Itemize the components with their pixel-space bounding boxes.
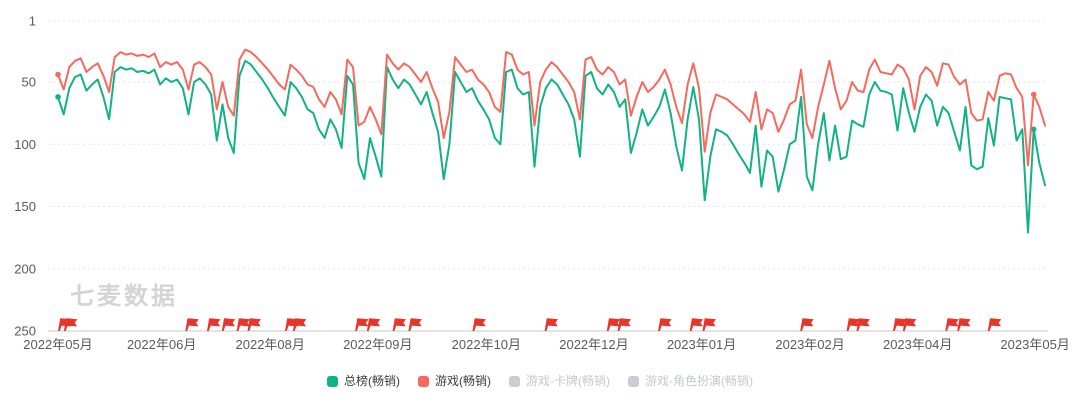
flag-icon[interactable] [221, 318, 236, 331]
y-tick-label: 50 [22, 75, 36, 90]
legend-item[interactable]: 游戏(畅销) [418, 374, 491, 388]
legend-marker [628, 375, 639, 387]
series-line[interactable] [57, 59, 1046, 234]
flag-icon[interactable] [689, 318, 704, 331]
legend-marker [509, 375, 520, 387]
flag-icon[interactable] [846, 318, 861, 331]
legend-item[interactable]: 游戏-角色扮演(畅销) [628, 374, 753, 388]
x-tick-label: 2023年04月 [883, 337, 952, 352]
series-dot [1030, 126, 1037, 133]
flag-icon[interactable] [247, 318, 262, 331]
legend-label: 游戏-角色扮演(畅销) [645, 374, 753, 388]
x-tick-label: 2023年02月 [775, 337, 844, 352]
legend-item[interactable]: 游戏-卡牌(畅销) [509, 374, 610, 388]
x-tick-label: 2023年01月 [667, 337, 736, 352]
flag-icon[interactable] [606, 318, 621, 331]
legend-marker [418, 375, 429, 387]
flag-icon[interactable] [902, 318, 917, 331]
x-tick-label: 2022年06月 [127, 337, 196, 352]
flag-icon[interactable] [355, 318, 369, 331]
legend-marker [327, 375, 338, 387]
x-tick-label: 2022年08月 [236, 337, 305, 352]
x-tick-label: 2022年12月 [559, 337, 628, 352]
flag-icon[interactable] [945, 318, 959, 331]
x-tick-label: 2022年05月 [23, 337, 92, 352]
flag-icon[interactable] [236, 318, 251, 331]
flag-icon[interactable] [392, 318, 407, 331]
flag-icon[interactable] [957, 318, 971, 331]
flag-icon[interactable] [185, 318, 199, 331]
flag-icon[interactable] [366, 318, 381, 331]
flag-icon[interactable] [702, 318, 717, 331]
flag-icon[interactable] [800, 318, 814, 331]
legend-label: 总榜(畅销) [344, 374, 400, 388]
watermark: 七麦数据 [70, 283, 178, 310]
x-tick-label: 2022年09月 [343, 337, 412, 352]
x-tick-label: 2023年05月 [1000, 337, 1069, 352]
series-dot [55, 71, 61, 78]
flag-icon[interactable] [658, 318, 672, 331]
legend-label: 游戏(畅销) [435, 374, 491, 388]
flag-icon[interactable] [472, 318, 487, 331]
flag-icon[interactable] [292, 318, 307, 331]
y-tick-label: 150 [14, 199, 36, 214]
y-tick-label: 1 [29, 14, 36, 29]
flag-icon[interactable] [408, 318, 422, 331]
y-tick-label: 100 [14, 137, 36, 152]
series-dot [1030, 91, 1037, 98]
flag-icon[interactable] [207, 318, 221, 331]
flag-icon[interactable] [617, 318, 632, 331]
y-tick-label: 200 [14, 261, 36, 276]
flag-icon[interactable] [63, 318, 78, 331]
flag-icon[interactable] [856, 318, 871, 331]
series-dot [55, 94, 61, 100]
flag-icon[interactable] [544, 318, 559, 331]
chart-legend: 总榜(畅销) 游戏(畅销) 游戏-卡牌(畅销) 游戏-角色扮演(畅销) [0, 374, 1080, 388]
series-line[interactable] [57, 48, 1046, 167]
legend-item[interactable]: 总榜(畅销) [327, 374, 400, 388]
flag-icon[interactable] [893, 318, 907, 331]
x-tick-label: 2022年10月 [452, 337, 521, 352]
legend-label: 游戏-卡牌(畅销) [526, 374, 610, 388]
flag-icon[interactable] [987, 318, 1002, 331]
y-tick-label: 250 [14, 324, 36, 339]
